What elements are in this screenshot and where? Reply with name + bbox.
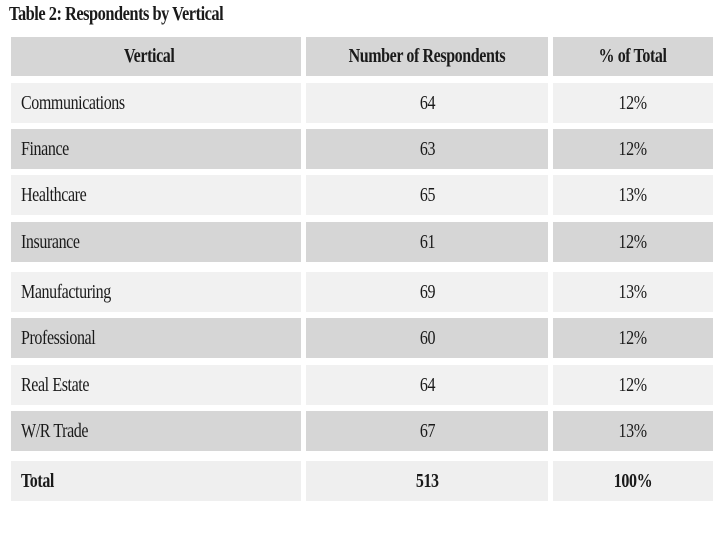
cell-percent: 12%	[553, 318, 713, 358]
table-row: Insurance 61 12%	[11, 222, 713, 262]
cell-percent: 13%	[553, 411, 713, 451]
cell-respondents: 64	[306, 83, 548, 123]
cell-vertical: W/R Trade	[11, 411, 301, 451]
table-row: Finance 63 12%	[11, 129, 713, 169]
cell-respondents: 60	[306, 318, 548, 358]
cell-vertical: Professional	[11, 318, 301, 358]
total-label: Total	[11, 461, 301, 501]
header-number-of-respondents: Number of Respondents	[306, 37, 548, 76]
cell-respondents: 61	[306, 222, 548, 262]
table-row: Manufacturing 69 13%	[11, 272, 713, 312]
cell-vertical: Finance	[11, 129, 301, 169]
table-header-row: Vertical Number of Respondents % of Tota…	[11, 37, 713, 76]
cell-respondents: 65	[306, 175, 548, 215]
cell-respondents: 63	[306, 129, 548, 169]
cell-respondents: 69	[306, 272, 548, 312]
cell-percent: 12%	[553, 83, 713, 123]
header-percent-of-total: % of Total	[553, 37, 713, 76]
cell-vertical: Real Estate	[11, 365, 301, 405]
total-percent: 100%	[553, 461, 713, 501]
cell-percent: 12%	[553, 129, 713, 169]
cell-percent: 13%	[553, 272, 713, 312]
cell-percent: 12%	[553, 365, 713, 405]
cell-respondents: 67	[306, 411, 548, 451]
table-row: Professional 60 12%	[11, 318, 713, 358]
table-row: Healthcare 65 13%	[11, 175, 713, 215]
table-title: Table 2: Respondents by Vertical	[9, 3, 224, 25]
header-vertical: Vertical	[11, 37, 301, 76]
table-total-row: Total 513 100%	[11, 461, 713, 501]
table-row: Real Estate 64 12%	[11, 365, 713, 405]
cell-vertical: Healthcare	[11, 175, 301, 215]
cell-percent: 12%	[553, 222, 713, 262]
table-row: W/R Trade 67 13%	[11, 411, 713, 451]
cell-vertical: Communications	[11, 83, 301, 123]
total-respondents: 513	[306, 461, 548, 501]
cell-respondents: 64	[306, 365, 548, 405]
cell-percent: 13%	[553, 175, 713, 215]
cell-vertical: Insurance	[11, 222, 301, 262]
cell-vertical: Manufacturing	[11, 272, 301, 312]
table-row: Communications 64 12%	[11, 83, 713, 123]
